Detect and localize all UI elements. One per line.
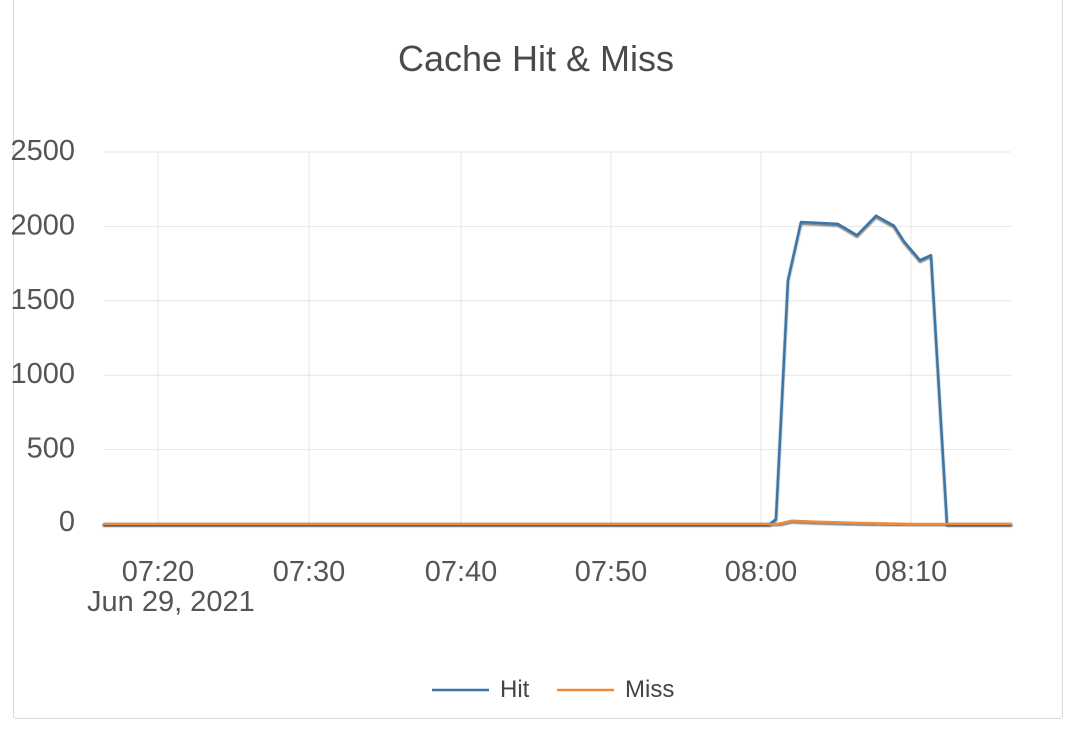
svg-text:1000: 1000	[10, 358, 75, 390]
svg-text:07:30: 07:30	[273, 556, 346, 588]
svg-text:07:50: 07:50	[575, 556, 648, 588]
svg-text:07:40: 07:40	[425, 556, 498, 588]
svg-text:Hit: Hit	[500, 676, 530, 703]
svg-text:08:00: 08:00	[725, 556, 798, 588]
svg-text:Jun 29, 2021: Jun 29, 2021	[87, 586, 255, 618]
svg-text:1500: 1500	[10, 284, 75, 316]
svg-text:2000: 2000	[10, 209, 75, 241]
svg-text:07:20: 07:20	[122, 556, 195, 588]
svg-text:2500: 2500	[10, 135, 75, 167]
svg-text:Miss: Miss	[625, 676, 674, 703]
svg-text:500: 500	[27, 433, 75, 465]
svg-text:08:10: 08:10	[875, 556, 948, 588]
svg-text:0: 0	[59, 506, 75, 538]
